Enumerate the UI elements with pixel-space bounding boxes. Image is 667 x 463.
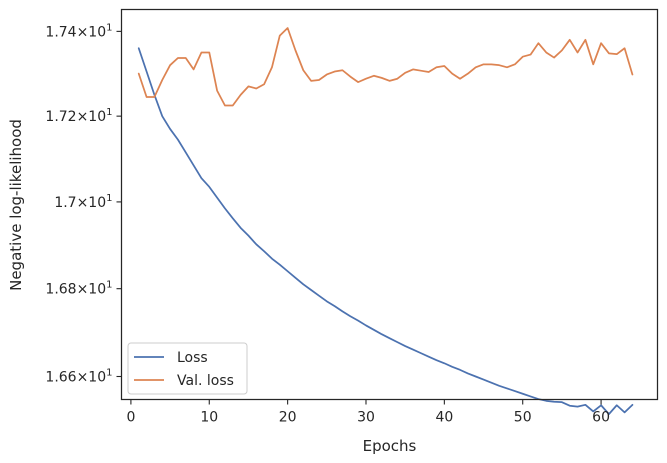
legend-box bbox=[127, 342, 248, 395]
x-axis-title: Epochs bbox=[363, 437, 417, 455]
series-line-val-loss bbox=[137, 27, 634, 107]
x-tick-label: 30 bbox=[357, 410, 375, 426]
y-tick-label: 1.74×101 bbox=[45, 22, 112, 40]
x-tick-label: 60 bbox=[592, 410, 610, 426]
y-tick-label: 1.7×101 bbox=[54, 193, 112, 211]
series-line-loss bbox=[137, 47, 634, 416]
x-tick-label: 20 bbox=[279, 410, 297, 426]
y-tick-label: 1.66×101 bbox=[45, 367, 112, 385]
y-tick-label: 1.72×101 bbox=[45, 107, 112, 125]
legend-label-loss: Loss bbox=[177, 350, 208, 366]
legend-label-val-loss: Val. loss bbox=[177, 373, 234, 389]
x-tick-label: 10 bbox=[200, 410, 218, 426]
x-tick-label: 40 bbox=[435, 410, 453, 426]
x-tick-label: 50 bbox=[514, 410, 532, 426]
y-axis-title: Negative log-likelihood bbox=[7, 119, 25, 291]
series-lines bbox=[137, 27, 634, 416]
plot-frame bbox=[120, 8, 659, 401]
x-ticks: 0 10 20 30 40 50 60 bbox=[126, 399, 610, 426]
legend: Loss Val. loss bbox=[127, 342, 248, 395]
y-ticks: 1.66×101 1.68×101 1.7×101 1.72×101 1.74×101 bbox=[45, 22, 122, 385]
x-tick-label: 0 bbox=[126, 410, 135, 426]
y-tick-label: 1.68×101 bbox=[45, 280, 112, 298]
